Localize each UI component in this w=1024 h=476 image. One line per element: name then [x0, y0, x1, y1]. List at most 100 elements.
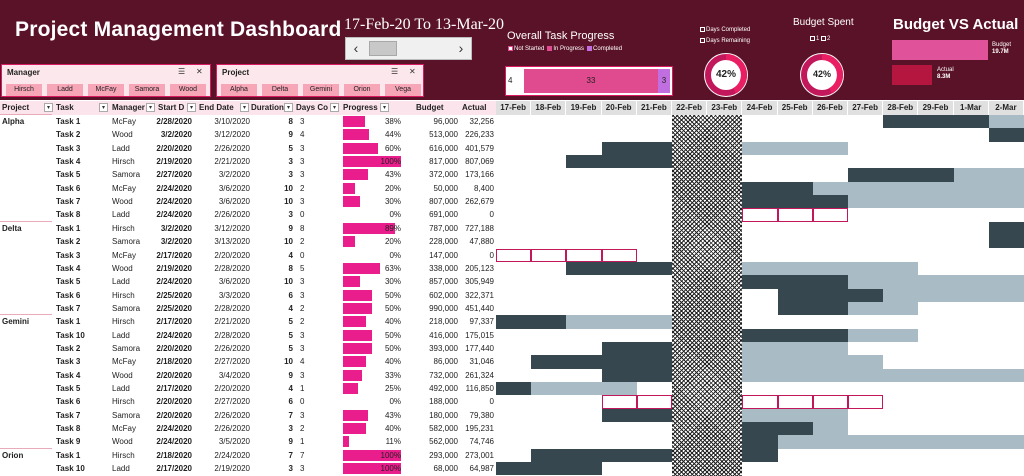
- column-header-actual[interactable]: Actual: [462, 103, 487, 112]
- gantt-date-9: 26-Feb: [812, 101, 848, 115]
- cell-end: 3/10/2020: [214, 117, 250, 126]
- table-row[interactable]: Task 6 McFay 2/24/2020 3/6/2020 10 2 20% 50,000…: [0, 182, 1024, 195]
- table-row[interactable]: Task 5 Ladd 2/17/2020 2/20/2020 4 1 25% 492,000…: [0, 382, 1024, 395]
- table-row[interactable]: Task 6 Hirsch 2/25/2020 3/3/2020 6 3 50% 602,00…: [0, 289, 1024, 302]
- gantt-not-started-cell: [566, 248, 602, 262]
- cell-duration: 3: [288, 157, 293, 167]
- gantt-not-started-cell: [777, 395, 813, 409]
- table-row[interactable]: Task 2 Wood 3/2/2020 3/12/2020 9 4 44% 513,000 2…: [0, 128, 1024, 141]
- column-header-progress[interactable]: Progress: [343, 103, 378, 112]
- progress-bar: [343, 222, 395, 234]
- clear-filter-icon[interactable]: ✕: [196, 67, 203, 76]
- cell-manager: Samora: [112, 303, 141, 313]
- clear-filter-icon[interactable]: ✕: [409, 67, 416, 76]
- slicer-item-alpha[interactable]: Alpha: [221, 84, 257, 96]
- table-row[interactable]: Delta Task 1 Hirsch 3/2/2020 3/12/2020 9 8 89% 7…: [0, 220, 1024, 235]
- slicer-item-ladd[interactable]: Ladd: [47, 84, 83, 96]
- cell-actual: 47,880: [469, 237, 494, 247]
- cell-end: 3/5/2020: [218, 437, 250, 447]
- multi-select-icon[interactable]: ☰: [391, 67, 399, 76]
- slicer-item-wood[interactable]: Wood: [170, 84, 206, 96]
- multi-select-icon[interactable]: ☰: [178, 67, 186, 76]
- slicer-item-samora[interactable]: Samora: [129, 84, 165, 96]
- project-slicer[interactable]: Project ☰ ✕ Alpha Delta Gemini Orion Veg…: [216, 64, 424, 97]
- gantt-completed-bar: [742, 435, 778, 449]
- cell-start: 2/20/2020: [156, 410, 192, 420]
- table-row[interactable]: Task 3 Ladd 2/20/2020 2/26/2020 5 3 60% 616,000…: [0, 142, 1024, 155]
- slicer-item-delta[interactable]: Delta: [262, 84, 298, 96]
- table-row[interactable]: Task 3 McFay 2/18/2020 2/27/2020 10 4 40% 86,00…: [0, 355, 1024, 368]
- column-header-task[interactable]: Task: [56, 103, 74, 112]
- slicer-item-gemini[interactable]: Gemini: [303, 84, 339, 96]
- table-row[interactable]: Task 2 Samora 3/2/2020 3/13/2020 10 2 20% 228,0…: [0, 235, 1024, 248]
- cell-duration: 5: [288, 343, 293, 353]
- manager-slicer[interactable]: Manager ☰ ✕ Hirsch Ladd McFay Samora Woo…: [1, 64, 211, 97]
- table-row[interactable]: Task 4 Wood 2/20/2020 3/4/2020 9 3 33% 732,000 2…: [0, 369, 1024, 382]
- cell-manager: McFay: [112, 424, 136, 434]
- table-row[interactable]: Task 3 McFay 2/17/2020 2/20/2020 4 0 0% 147,000…: [0, 249, 1024, 262]
- table-row[interactable]: Gemini Task 1 Hirsch 2/17/2020 2/21/2020 5 2 40…: [0, 314, 1024, 328]
- filter-dropdown-icon[interactable]: ▾: [240, 103, 249, 112]
- table-row[interactable]: Task 10 Ladd 2/24/2020 2/28/2020 5 3 50% 416,00…: [0, 329, 1024, 342]
- filter-dropdown-icon[interactable]: ▾: [187, 103, 196, 112]
- budget-spent-donut: [800, 53, 844, 97]
- cell-start: 2/24/2020: [156, 424, 192, 434]
- date-scrollbar[interactable]: ‹ ›: [345, 37, 472, 60]
- column-header-days-completed[interactable]: Days Co: [296, 103, 329, 112]
- cell-budget: 492,000: [429, 384, 458, 393]
- scroll-left-icon[interactable]: ‹: [353, 40, 359, 56]
- filter-dropdown-icon[interactable]: ▾: [284, 103, 293, 112]
- cell-task: Task 3: [56, 143, 81, 153]
- column-header-end-date[interactable]: End Date: [199, 103, 234, 112]
- gantt-not-started-cell: [496, 248, 532, 262]
- scroll-right-icon[interactable]: ›: [458, 40, 464, 56]
- table-row[interactable]: Task 4 Hirsch 2/19/2020 2/21/2020 3 3 100% 817,…: [0, 155, 1024, 168]
- filter-dropdown-icon[interactable]: ▾: [146, 103, 155, 112]
- filter-dropdown-icon[interactable]: ▾: [380, 103, 389, 112]
- column-header-start-date[interactable]: Start D: [158, 103, 185, 112]
- table-row[interactable]: Task 8 McFay 2/24/2020 2/26/2020 3 2 40% 582,00…: [0, 422, 1024, 435]
- filter-dropdown-icon[interactable]: ▾: [330, 103, 339, 112]
- table-row[interactable]: Alpha Task 1 McFay 2/28/2020 3/10/2020 8 3 38% 9…: [0, 114, 1024, 128]
- table-row[interactable]: Task 4 Wood 2/19/2020 2/28/2020 8 5 63% 338,000…: [0, 262, 1024, 275]
- filter-dropdown-icon[interactable]: ▾: [44, 103, 53, 112]
- cell-actual: 74,746: [469, 437, 494, 447]
- cell-manager: Samora: [112, 170, 141, 180]
- table-row[interactable]: Task 6 Hirsch 2/20/2020 2/27/2020 6 0 0% 188,00…: [0, 395, 1024, 408]
- cell-start: 2/20/2020: [156, 343, 192, 353]
- table-row[interactable]: Task 7 Samora 2/25/2020 2/28/2020 4 2 50% 990,0…: [0, 302, 1024, 315]
- column-header-manager[interactable]: Manager: [112, 103, 145, 112]
- slicer-item-orion[interactable]: Orion: [344, 84, 380, 96]
- slicer-item-hirsch[interactable]: Hirsch: [6, 84, 42, 96]
- cell-end: 2/27/2020: [214, 357, 250, 367]
- cell-actual: 273,001: [465, 450, 494, 460]
- table-row[interactable]: Task 5 Ladd 2/24/2020 3/6/2020 10 3 30% 857,000…: [0, 275, 1024, 288]
- completed-segment: 3: [657, 69, 670, 93]
- table-row[interactable]: Task 10 Ladd 2/17/2020 2/19/2020 3 3 100% 68,00…: [0, 462, 1024, 475]
- table-row[interactable]: Task 7 Samora 2/20/2020 2/26/2020 7 3 43% 180,0…: [0, 409, 1024, 422]
- table-row[interactable]: Task 9 Wood 2/24/2020 3/5/2020 9 1 11% 562,000 7…: [0, 435, 1024, 448]
- table-row[interactable]: Task 2 Samora 2/20/2020 2/26/2020 5 3 50% 393,0…: [0, 342, 1024, 355]
- scrollbar-thumb[interactable]: [369, 41, 397, 56]
- column-header-budget[interactable]: Budget: [416, 103, 444, 112]
- table-row[interactable]: Orion Task 1 Hirsch 2/18/2020 2/24/2020 7 7 100…: [0, 447, 1024, 462]
- gantt-remaining-bar: [742, 261, 919, 276]
- slicer-item-vega[interactable]: Vega: [385, 84, 421, 96]
- table-row[interactable]: Task 8 Ladd 2/24/2020 2/26/2020 3 0 0% 691,000 0: [0, 208, 1024, 221]
- cell-progress: 30%: [384, 277, 401, 287]
- cell-actual: 31,046: [469, 357, 494, 367]
- cell-progress: 0%: [389, 210, 401, 220]
- table-row[interactable]: Task 5 Samora 2/27/2020 3/2/2020 3 3 43% 372,00…: [0, 168, 1024, 181]
- cell-manager: McFay: [112, 357, 136, 367]
- table-row[interactable]: Task 7 Wood 2/24/2020 3/6/2020 10 3 30% 807,000…: [0, 195, 1024, 208]
- project-slicer-title: Project: [222, 68, 250, 77]
- column-header-duration[interactable]: Duration: [251, 103, 284, 112]
- slicer-item-mcfay[interactable]: McFay: [88, 84, 124, 96]
- legend-days-remaining: Days Remaining: [700, 36, 750, 47]
- cell-actual: 173,166: [465, 170, 494, 180]
- cell-project: Gemini: [2, 317, 30, 327]
- filter-dropdown-icon[interactable]: ▾: [99, 103, 108, 112]
- column-header-project[interactable]: Project: [2, 103, 30, 112]
- cell-manager: Ladd: [112, 384, 130, 393]
- cell-days: 4: [300, 130, 305, 140]
